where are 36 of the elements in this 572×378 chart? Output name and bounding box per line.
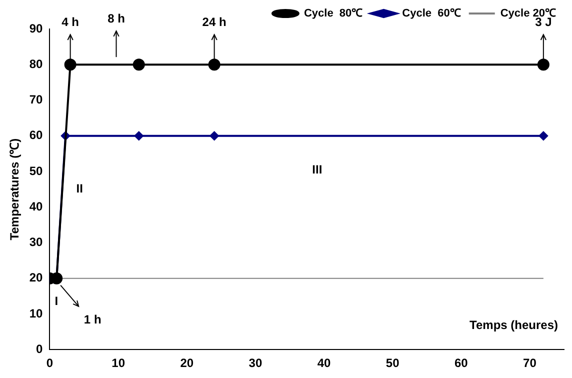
y-tick-label: 50	[29, 164, 44, 178]
point	[537, 58, 550, 71]
annotation: I	[54, 294, 58, 308]
x-tick-label: 20	[180, 356, 194, 370]
y-tick-label: 80	[29, 56, 44, 71]
y-tick-label: 90	[29, 21, 44, 36]
y-tick-label: 70	[29, 92, 44, 107]
point	[134, 131, 144, 140]
point	[64, 58, 76, 71]
y-tick-label: 0	[36, 342, 44, 356]
annotation: II	[76, 182, 83, 196]
x-tick-label: 60	[454, 356, 468, 370]
y-tick-label: 60	[29, 128, 44, 142]
legend-label: Cycle 80℃	[304, 8, 363, 20]
point	[208, 58, 220, 71]
x-tick-label: 30	[248, 356, 262, 370]
x-tick-label: 10	[112, 356, 126, 370]
annotation: 1 h	[84, 312, 102, 327]
legend-label: Cycle 60℃	[402, 8, 461, 20]
y-axis-title: Temperatures (℃)	[8, 138, 22, 240]
point	[210, 131, 219, 140]
point	[538, 131, 548, 140]
y-tick-label: 20	[29, 270, 44, 285]
point	[132, 58, 145, 71]
annotation: 8 h	[108, 11, 125, 26]
annotation: 24 h	[202, 14, 226, 29]
annotation: III	[312, 162, 322, 176]
x-tick-label: 70	[523, 356, 537, 370]
x-axis-title: Temps (heures)	[470, 318, 558, 332]
x-tick-label: 40	[317, 356, 332, 370]
x-tick-label: 0	[46, 356, 54, 370]
x-tick-label: 50	[386, 356, 400, 370]
annotation: 4 h	[62, 14, 79, 29]
y-tick-label: 10	[29, 306, 44, 320]
y-tick-label: 40	[29, 199, 44, 214]
y-tick-label: 30	[29, 235, 44, 250]
